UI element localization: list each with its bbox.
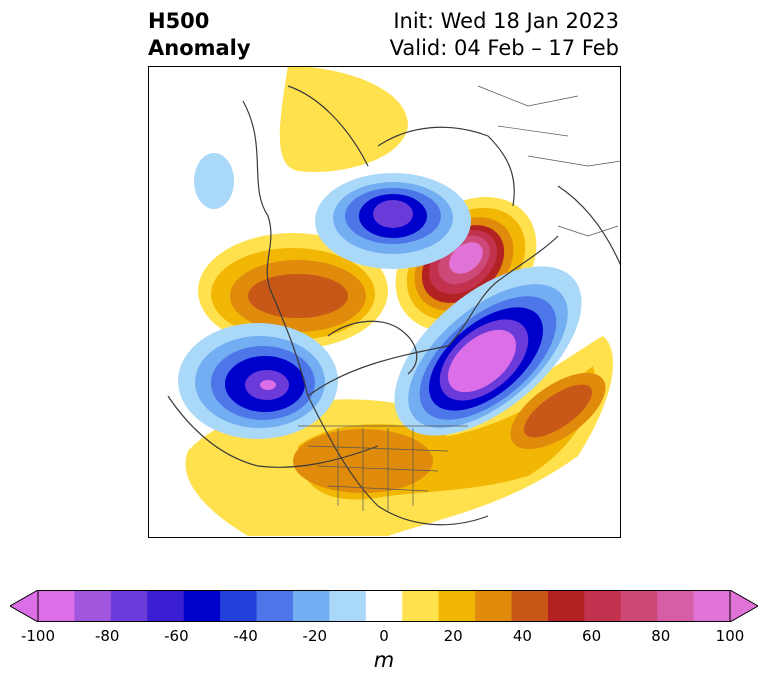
colorbar-tick-label: 0: [379, 627, 389, 645]
title-right: Init: Wed 18 Jan 2023 Valid: 04 Feb – 17…: [390, 8, 619, 62]
colorbar-swatch: [365, 590, 403, 622]
colorbar-tick-label: -80: [94, 627, 120, 645]
valid-range: Valid: 04 Feb – 17 Feb: [389, 36, 619, 60]
colorbar-swatch: [547, 590, 585, 622]
colorbar-tick-label: 60: [582, 627, 602, 645]
colorbar-swatch: [475, 590, 512, 622]
anomaly-contours: [178, 66, 614, 536]
colorbar-swatch: [256, 590, 294, 622]
colorbar-swatch: [620, 590, 658, 622]
colorbar-swatch: [693, 590, 731, 622]
init-date: Init: Wed 18 Jan 2023: [393, 9, 619, 33]
colorbar-tick-label: 20: [443, 627, 463, 645]
colorbar-tick-label: -60: [164, 627, 189, 645]
title-variable: H500: [148, 9, 210, 33]
colorbar-swatch: [110, 590, 148, 622]
colorbar-swatch: [657, 590, 695, 622]
colorbar-tick-label: -20: [302, 627, 328, 645]
colorbar-swatch: [329, 590, 367, 622]
borders: [298, 85, 621, 511]
colorbar-tick-label: 40: [512, 627, 532, 645]
colorbar-swatch: [402, 590, 440, 622]
colorbar-swatch: [292, 590, 330, 622]
colorbar-swatch: [74, 590, 112, 622]
colorbar-swatch: [38, 590, 75, 622]
colorbar-swatch: [511, 590, 549, 622]
colorbar: [10, 590, 758, 622]
colorbar-tick-label: 100: [715, 627, 745, 645]
colorbar-tick-label: -40: [233, 627, 258, 645]
colorbar-swatch: [438, 590, 476, 622]
colorbar-unit: m: [373, 648, 395, 672]
title-left: H500 Anomaly: [148, 8, 251, 62]
colorbar-frame: [37, 590, 731, 622]
title-subtitle: Anomaly: [148, 36, 251, 60]
colorbar-extend-min: [10, 590, 39, 622]
anomaly-map: [148, 66, 621, 538]
colorbar-tick-label: 80: [651, 627, 671, 645]
coastlines: [167, 85, 621, 526]
colorbar-swatch: [183, 590, 221, 622]
colorbar-tick-label: -100: [20, 627, 56, 645]
colorbar-swatch: [147, 590, 185, 622]
colorbar-extend-max: [729, 590, 758, 622]
map-frame: [148, 66, 621, 538]
colorbar-swatch: [584, 590, 622, 622]
colorbar-swatch: [220, 590, 258, 622]
